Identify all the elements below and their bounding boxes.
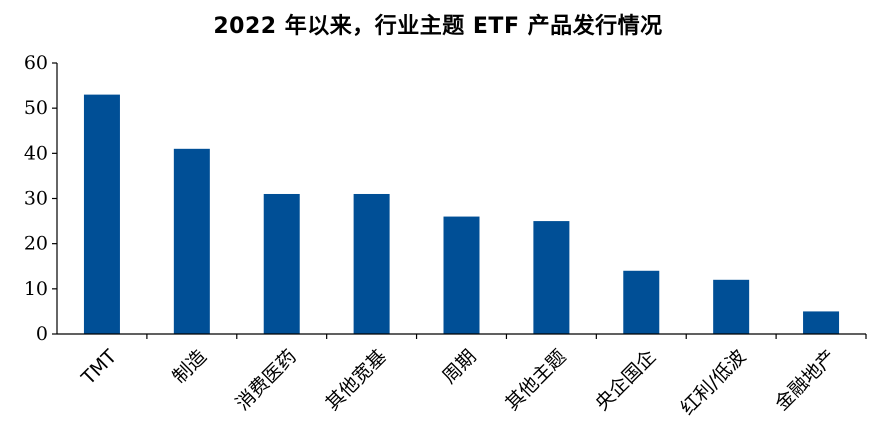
y-tick-label: 30	[24, 188, 48, 210]
bars	[83, 94, 840, 334]
x-tick-label: 周期	[438, 346, 480, 388]
y-tick-label: 20	[24, 233, 48, 255]
x-tick-label: 制造	[169, 346, 211, 388]
bar	[443, 216, 480, 334]
bar	[803, 311, 840, 334]
y-tick-label: 40	[24, 142, 48, 164]
bar	[173, 148, 210, 334]
bar	[263, 193, 300, 334]
bar	[623, 270, 660, 334]
chart-title: 2022 年以来，行业主题 ETF 产品发行情况	[213, 14, 663, 39]
y-axis: 0 10 20 30 40 50 60	[24, 52, 58, 345]
bar	[83, 94, 120, 334]
x-axis: TMT 制造 消费医药 其他宽基 周期 其他主题 央企国企 红利/低波 金融地产	[57, 333, 867, 420]
x-tick-label: 央企国企	[591, 346, 660, 415]
x-tick-label: 消费医药	[232, 346, 301, 415]
bar	[353, 193, 390, 334]
y-tick-label: 60	[24, 52, 48, 74]
x-tick-label: 红利/低波	[676, 346, 750, 420]
y-tick-label: 50	[24, 97, 48, 119]
x-tick-label: 其他宽基	[321, 346, 390, 415]
x-tick-label: TMT	[77, 345, 122, 390]
y-tick-label: 0	[36, 323, 48, 345]
x-tick-label: 其他主题	[501, 346, 570, 415]
bar	[533, 221, 570, 334]
bar	[713, 279, 750, 334]
x-tick-label: 金融地产	[771, 346, 840, 415]
y-tick-label: 10	[24, 278, 48, 300]
